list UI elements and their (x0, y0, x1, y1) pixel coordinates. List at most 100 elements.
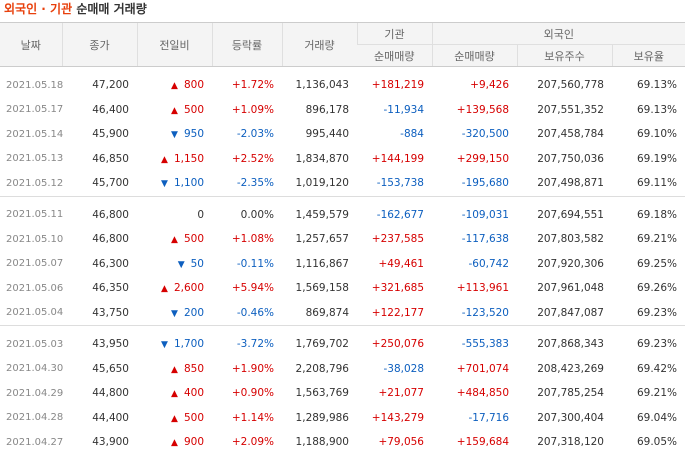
cell-inst-net: +79,056 (378, 436, 424, 449)
header-change: 전일비 (136, 22, 212, 67)
change-value: 200 (183, 306, 204, 319)
cell-date: 2021.05.14 (6, 128, 64, 140)
cell-foreign-hold: 207,560,778 (537, 79, 604, 92)
cell-date: 2021.04.28 (6, 412, 64, 424)
cell-close: 44,800 (92, 387, 129, 400)
cell-close: 43,900 (92, 436, 129, 449)
cell-date: 2021.05.18 (6, 79, 64, 91)
table-row: 2021.05.10 46,800 ▲ 500 +1.08% 1,257,657 +237,… (0, 227, 685, 252)
cell-volume: 1,834,870 (295, 152, 349, 165)
cell-foreign-hold: 207,551,352 (537, 103, 604, 116)
cell-inst-net: -884 (400, 128, 424, 141)
change-value: 500 (183, 103, 204, 116)
cell-rate: 0.00% (240, 208, 274, 221)
table-body: 2021.05.18 47,200 ▲ 800 +1.72% 1,136,043 +181,… (0, 67, 685, 455)
title-highlight: 외국인 · 기관 (4, 2, 73, 16)
table-row: 2021.04.28 44,400 ▲ 500 +1.14% 1,289,986 +143,… (0, 406, 685, 431)
cell-foreign-ratio: 69.42% (636, 362, 678, 375)
header-foreign-ratio: 보유율 (611, 44, 685, 67)
cell-foreign-hold: 207,868,343 (537, 338, 604, 351)
arrow-up-icon: ▲ (171, 413, 178, 424)
cell-foreign-ratio: 69.04% (636, 411, 678, 424)
group-divider (0, 195, 685, 197)
table-row: 2021.05.13 46,850 ▲ 1,150 +2.52% 1,834,870 +14… (0, 147, 685, 172)
change-value: 950 (183, 128, 204, 141)
cell-foreign-ratio: 69.21% (636, 233, 678, 246)
arrow-up-icon: ▲ (171, 105, 178, 116)
cell-rate: +1.08% (231, 233, 274, 246)
change-value: 2,600 (173, 282, 204, 295)
cell-foreign-ratio: 69.13% (636, 79, 678, 92)
arrow-up-icon: ▲ (161, 284, 168, 295)
cell-foreign-ratio: 69.21% (636, 387, 678, 400)
cell-foreign-hold: 207,318,120 (537, 436, 604, 449)
change-value: 50 (190, 257, 204, 270)
header-close: 종가 (61, 22, 137, 67)
cell-volume: 1,019,120 (295, 177, 349, 190)
cell-volume: 1,563,769 (295, 387, 349, 400)
cell-foreign-ratio: 69.19% (636, 152, 678, 165)
cell-date: 2021.04.27 (6, 436, 64, 448)
cell-date: 2021.05.13 (6, 153, 64, 165)
cell-foreign-ratio: 69.26% (636, 282, 678, 295)
table-row: 2021.05.14 45,900 ▼ 950 -2.03% 995,440 -884 -32… (0, 122, 685, 147)
cell-volume: 1,188,900 (295, 436, 349, 449)
cell-rate: -2.35% (236, 177, 274, 190)
header-institution: 기관 (356, 22, 432, 45)
arrow-down-icon: ▼ (161, 179, 168, 190)
cell-foreign-net: -109,031 (461, 208, 509, 221)
cell-close: 46,350 (92, 282, 129, 295)
cell-close: 44,400 (92, 411, 129, 424)
cell-foreign-net: +9,426 (470, 79, 509, 92)
table-row: 2021.05.04 43,750 ▼ 200 -0.46% 869,874 +122,17… (0, 301, 685, 326)
cell-close: 46,800 (92, 208, 129, 221)
cell-rate: -3.72% (236, 338, 274, 351)
cell-foreign-ratio: 69.10% (636, 128, 678, 141)
cell-date: 2021.05.06 (6, 282, 64, 294)
cell-foreign-hold: 207,458,784 (537, 128, 604, 141)
cell-foreign-net: +139,568 (456, 103, 509, 116)
cell-foreign-net: -555,383 (461, 338, 509, 351)
cell-volume: 995,440 (305, 128, 349, 141)
cell-foreign-hold: 207,498,871 (537, 177, 604, 190)
cell-inst-net: +21,077 (378, 387, 424, 400)
table-row: 2021.05.18 47,200 ▲ 800 +1.72% 1,136,043 +181,… (0, 73, 685, 98)
cell-change: ▲ 500 (137, 406, 212, 431)
cell-close: 43,950 (92, 338, 129, 351)
cell-rate: -2.03% (236, 128, 274, 141)
cell-foreign-net: +159,684 (456, 436, 509, 449)
cell-date: 2021.05.04 (6, 307, 64, 319)
cell-volume: 2,208,796 (295, 362, 349, 375)
cell-foreign-ratio: 69.23% (636, 306, 678, 319)
cell-inst-net: +122,177 (371, 306, 424, 319)
cell-foreign-ratio: 69.11% (636, 177, 678, 190)
cell-foreign-hold: 207,803,582 (537, 233, 604, 246)
cell-volume: 1,136,043 (295, 79, 349, 92)
cell-rate: -0.11% (236, 257, 274, 270)
change-value: 850 (183, 362, 204, 375)
arrow-up-icon: ▲ (161, 154, 168, 165)
cell-foreign-hold: 207,750,036 (537, 152, 604, 165)
cell-foreign-ratio: 69.23% (636, 338, 678, 351)
cell-rate: +1.72% (231, 79, 274, 92)
cell-date: 2021.04.30 (6, 363, 64, 375)
change-value: 500 (183, 233, 204, 246)
cell-change: ▼ 950 (137, 122, 212, 147)
table-row: 2021.05.12 45,700 ▼ 1,100 -2.35% 1,019,120 -15… (0, 171, 685, 196)
cell-change: ▲ 1,150 (137, 147, 212, 172)
cell-change: ▲ 2,600 (137, 276, 212, 301)
cell-rate: +2.52% (231, 152, 274, 165)
cell-foreign-ratio: 69.13% (636, 103, 678, 116)
table-row: 2021.04.30 45,650 ▲ 850 +1.90% 2,208,796 -38,0… (0, 357, 685, 382)
cell-foreign-hold: 207,694,551 (537, 208, 604, 221)
cell-volume: 1,289,986 (295, 411, 349, 424)
cell-volume: 896,178 (305, 103, 349, 116)
title-rest: 순매매 거래량 (76, 2, 147, 16)
arrow-up-icon: ▲ (171, 235, 178, 246)
cell-foreign-net: +299,150 (456, 152, 509, 165)
cell-foreign-net: -195,680 (461, 177, 509, 190)
cell-close: 46,300 (92, 257, 129, 270)
cell-change: ▼ 1,100 (137, 171, 212, 196)
cell-foreign-net: +113,961 (456, 282, 509, 295)
change-value: 800 (183, 79, 204, 92)
